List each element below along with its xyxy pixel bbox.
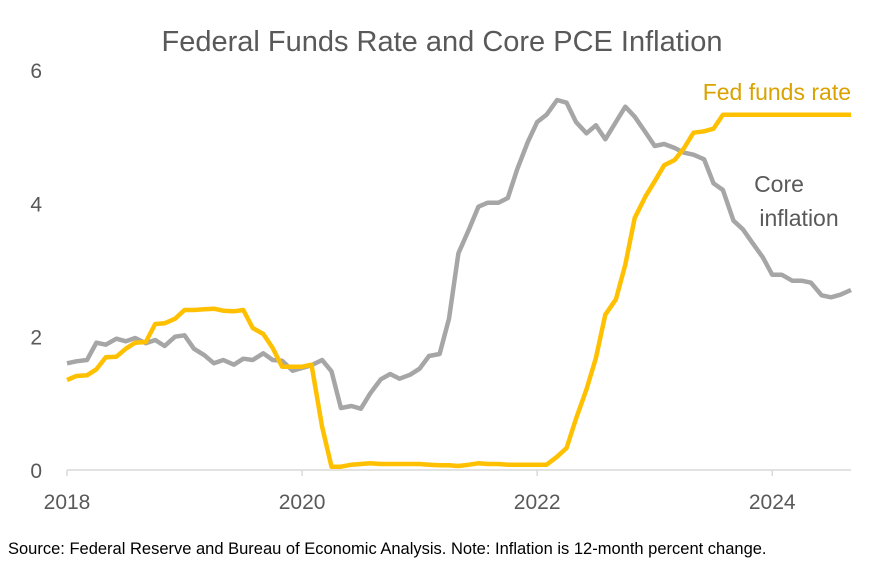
x-tick-label-2020: 2020 xyxy=(279,491,326,514)
y-tick-label-4: 4 xyxy=(30,193,42,216)
x-axis: 2018 2020 2022 2024 xyxy=(44,469,851,514)
x-tick-label-2018: 2018 xyxy=(44,491,91,514)
y-tick-label-6: 6 xyxy=(30,60,42,83)
y-tick-label-2: 2 xyxy=(30,327,42,350)
core-inflation-label-line1: Core xyxy=(754,171,804,197)
fed-funds-label: Fed funds rate xyxy=(703,79,851,105)
fed-funds-rate-line xyxy=(66,112,851,469)
core-inflation-label-line2: inflation xyxy=(759,205,838,231)
chart: Federal Funds Rate and Core PCE Inflatio… xyxy=(30,26,852,514)
chart-title: Federal Funds Rate and Core PCE Inflatio… xyxy=(162,26,723,58)
x-tick-label-2022: 2022 xyxy=(514,491,561,514)
series-group xyxy=(66,97,852,469)
y-axis-ticks: 0 2 4 6 xyxy=(30,60,42,483)
source-note: Source: Federal Reserve and Bureau of Ec… xyxy=(8,540,767,558)
x-tick-label-2024: 2024 xyxy=(749,491,796,514)
core-inflation-line xyxy=(66,97,852,411)
y-tick-label-0: 0 xyxy=(30,460,42,483)
